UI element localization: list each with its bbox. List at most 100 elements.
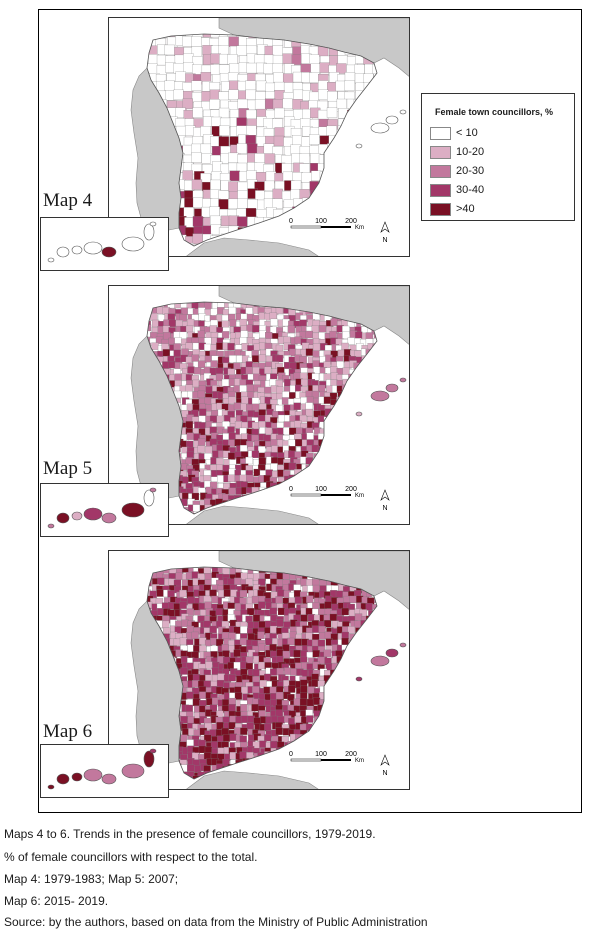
municipality-cell bbox=[365, 632, 373, 640]
municipality-cell bbox=[147, 302, 151, 304]
municipality-cell bbox=[373, 686, 377, 694]
municipality-cell bbox=[275, 596, 283, 604]
municipality-cell bbox=[368, 477, 376, 485]
map-4-canary-inset bbox=[40, 217, 169, 271]
municipality-cell bbox=[265, 332, 273, 340]
municipality-cell bbox=[157, 577, 165, 585]
balearic-island bbox=[370, 390, 390, 402]
municipality-cell bbox=[337, 505, 345, 513]
municipality-cell bbox=[218, 136, 229, 147]
municipality-cell bbox=[336, 680, 344, 689]
municipality-cell bbox=[302, 506, 310, 514]
municipality-cell bbox=[254, 493, 262, 501]
municipality-cell bbox=[313, 463, 321, 471]
municipality-cell bbox=[277, 757, 285, 766]
municipality-cell bbox=[342, 757, 350, 766]
municipality-cell bbox=[325, 734, 334, 742]
municipality-cell bbox=[228, 198, 239, 210]
municipality-cell bbox=[372, 368, 377, 376]
municipality-cell bbox=[162, 361, 170, 369]
municipality-cell bbox=[344, 506, 352, 514]
municipality-cell bbox=[233, 661, 241, 670]
municipality-cell bbox=[192, 55, 203, 67]
municipality-cell bbox=[320, 469, 328, 478]
canary-island bbox=[56, 246, 70, 258]
municipality-cell bbox=[221, 320, 229, 328]
municipality-cell bbox=[373, 481, 377, 489]
municipality-cell bbox=[329, 711, 338, 719]
municipality-cell bbox=[350, 439, 358, 448]
municipality-cell bbox=[210, 53, 221, 64]
municipality-cell bbox=[373, 764, 377, 772]
municipality-cell bbox=[299, 153, 310, 164]
municipality-cell bbox=[275, 354, 284, 363]
municipality-cell bbox=[360, 728, 368, 736]
municipality-cell bbox=[323, 687, 332, 695]
municipality-cell bbox=[319, 711, 327, 720]
municipality-cell bbox=[330, 447, 339, 455]
municipality-cell bbox=[228, 89, 239, 100]
municipality-cell bbox=[278, 753, 286, 762]
municipality-cell bbox=[240, 727, 248, 735]
municipality-cell bbox=[356, 434, 364, 442]
municipality-cell bbox=[350, 740, 358, 748]
municipality-cell bbox=[215, 457, 224, 466]
municipality-cell bbox=[314, 784, 321, 790]
municipality-cell bbox=[319, 453, 327, 461]
municipality-cell bbox=[323, 649, 332, 657]
municipality-cell bbox=[191, 354, 199, 362]
municipality-cell bbox=[372, 518, 379, 525]
municipality-cell bbox=[372, 109, 377, 121]
municipality-cell bbox=[218, 36, 229, 47]
municipality-cell bbox=[204, 302, 212, 310]
municipality-cell bbox=[329, 728, 337, 736]
municipality-cell bbox=[336, 716, 344, 724]
municipality-cell bbox=[191, 36, 202, 47]
municipality-cell bbox=[241, 396, 249, 404]
municipality-cell bbox=[147, 567, 154, 575]
municipality-cell bbox=[366, 693, 374, 701]
municipality-cell bbox=[181, 348, 189, 356]
municipality-cell bbox=[337, 445, 345, 453]
municipality-cell bbox=[332, 427, 340, 436]
municipality-cell bbox=[365, 144, 376, 155]
municipality-cell bbox=[257, 446, 266, 454]
municipality-cell bbox=[371, 644, 377, 652]
municipality-cell bbox=[306, 734, 315, 742]
municipality-cell bbox=[354, 64, 365, 75]
municipality-cell bbox=[342, 403, 350, 411]
municipality-cell bbox=[312, 584, 320, 593]
municipality-cell bbox=[345, 135, 357, 146]
municipality-cell bbox=[242, 499, 250, 507]
municipality-cell bbox=[379, 615, 386, 622]
municipality-cell bbox=[205, 446, 213, 454]
municipality-cell bbox=[372, 234, 377, 246]
municipality-cell bbox=[367, 403, 375, 412]
legend-label: >40 bbox=[456, 203, 475, 215]
municipality-cell bbox=[247, 143, 258, 154]
municipality-cell bbox=[383, 182, 393, 192]
municipality-cell bbox=[365, 675, 373, 683]
municipality-cell bbox=[323, 778, 331, 779]
balearic-island bbox=[399, 109, 407, 115]
municipality-cell bbox=[270, 740, 278, 749]
municipality-cell bbox=[345, 244, 356, 246]
municipality-cell bbox=[301, 172, 312, 183]
municipality-cell bbox=[309, 54, 320, 65]
municipality-cell bbox=[372, 207, 377, 218]
municipality-cell bbox=[246, 109, 257, 121]
municipality-cell bbox=[373, 450, 377, 459]
municipality-cell bbox=[273, 72, 284, 83]
municipality-cell bbox=[317, 734, 326, 742]
municipality-cell bbox=[353, 724, 362, 732]
municipality-cell bbox=[378, 367, 385, 374]
municipality-cell bbox=[331, 414, 340, 423]
municipality-cell bbox=[209, 426, 217, 434]
balearic-island bbox=[355, 411, 363, 417]
municipality-cell bbox=[379, 350, 386, 357]
scale-tick-label: 100 bbox=[315, 486, 327, 493]
municipality-cell bbox=[347, 675, 355, 684]
municipality-cell bbox=[269, 312, 277, 320]
municipality-cell bbox=[156, 589, 164, 597]
